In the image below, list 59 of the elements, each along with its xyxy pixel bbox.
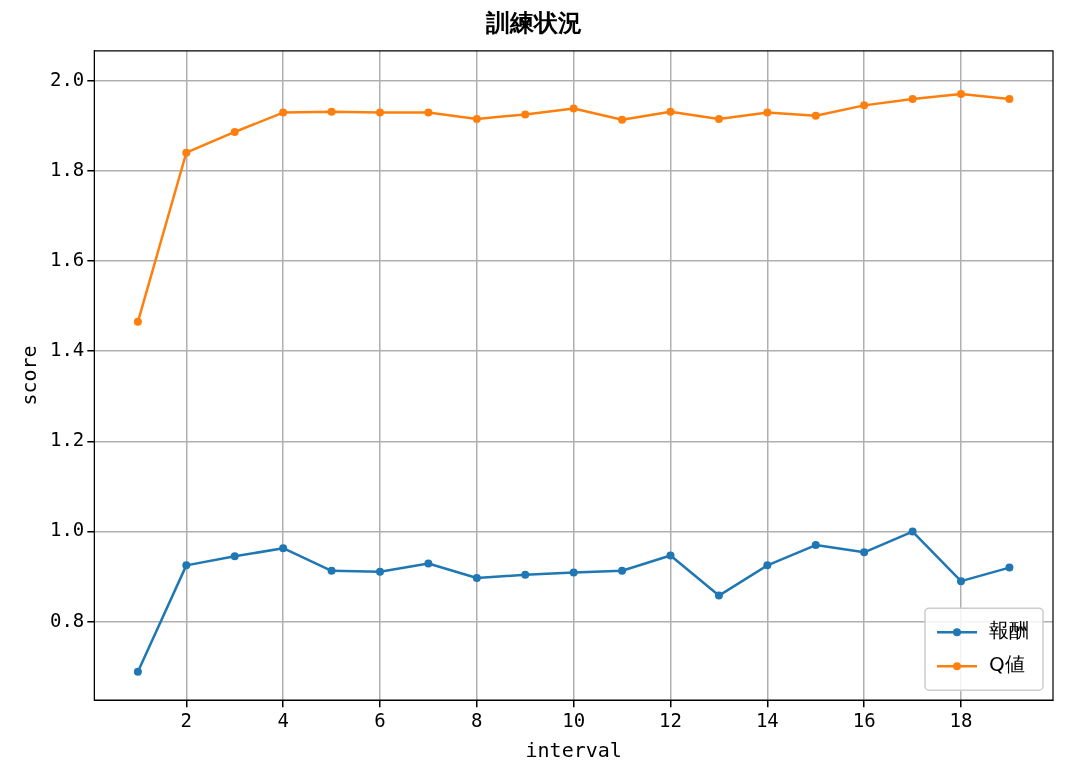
x-axis-title: interval xyxy=(525,738,622,763)
point xyxy=(569,568,578,577)
point xyxy=(860,548,869,557)
point xyxy=(714,114,723,123)
point xyxy=(763,561,772,570)
x-tick-label: 8 xyxy=(471,708,483,731)
point xyxy=(472,114,481,123)
point xyxy=(908,527,917,536)
point xyxy=(666,107,675,116)
point xyxy=(666,551,675,560)
y-tick-label: 1.6 xyxy=(49,247,85,270)
point xyxy=(230,552,239,561)
y-tick-label: 1.2 xyxy=(49,428,85,451)
y-axis-title: score xyxy=(17,345,42,406)
point xyxy=(957,577,966,586)
point xyxy=(521,110,530,119)
x-tick-label: 10 xyxy=(562,708,586,731)
point xyxy=(279,544,288,553)
point xyxy=(375,108,384,117)
point xyxy=(182,561,191,570)
chart-title: 訓練状況 xyxy=(485,8,582,37)
point xyxy=(327,566,336,575)
x-tick-label: 14 xyxy=(755,708,779,731)
point xyxy=(714,591,723,600)
point xyxy=(230,127,239,136)
point xyxy=(618,115,627,124)
y-tick-label: 1.8 xyxy=(49,157,85,180)
x-tick-label: 6 xyxy=(374,708,386,731)
point xyxy=(811,541,820,550)
point xyxy=(133,317,142,326)
point xyxy=(279,108,288,117)
point xyxy=(1005,563,1014,572)
legend-label: Q値 xyxy=(989,652,1025,677)
point xyxy=(569,104,578,113)
legend-label: 報酬 xyxy=(989,618,1029,643)
point xyxy=(860,101,869,110)
point xyxy=(908,95,917,104)
y-tick-label: 0.8 xyxy=(49,608,85,631)
point xyxy=(327,107,336,116)
point xyxy=(1005,95,1014,104)
point xyxy=(521,570,530,579)
point xyxy=(472,573,481,582)
x-tick-label: 18 xyxy=(949,708,973,731)
point xyxy=(133,667,142,676)
point xyxy=(763,108,772,117)
x-tick-label: 12 xyxy=(659,708,682,731)
y-tick-label: 2.0 xyxy=(49,67,85,90)
point xyxy=(618,566,627,575)
x-tick-label: 16 xyxy=(852,708,876,731)
point xyxy=(424,559,433,568)
y-tick-label: 1.0 xyxy=(49,518,85,541)
y-tick-label: 1.4 xyxy=(49,338,85,361)
point xyxy=(182,148,191,157)
point xyxy=(375,567,384,576)
x-tick-label: 4 xyxy=(277,708,289,731)
point xyxy=(811,111,820,120)
point xyxy=(424,108,433,117)
x-tick-label: 2 xyxy=(180,708,193,731)
point xyxy=(957,90,966,99)
